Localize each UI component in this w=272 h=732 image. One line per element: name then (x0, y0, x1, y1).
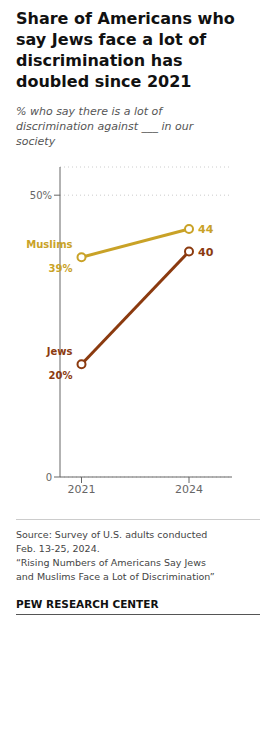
html-text:Source: Survey of U.S. adults: Source: Survey of U.S. adults conducted … (16, 529, 215, 582)
svg-text:2024: 2024 (175, 483, 203, 496)
svg-text:50%: 50% (30, 190, 52, 201)
svg-text:Jews: Jews (46, 346, 73, 357)
svg-text:2021: 2021 (68, 483, 96, 496)
html-text:PEW RESEARCH CENTER: PEW RESEARCH CENTER (16, 598, 159, 610)
svg-text:Muslims: Muslims (26, 239, 72, 250)
svg-text:44: 44 (198, 223, 214, 236)
svg-text:0: 0 (46, 472, 52, 483)
svg-text:20%: 20% (49, 370, 73, 381)
svg-text:40: 40 (198, 246, 214, 259)
svg-text:39%: 39% (49, 263, 73, 274)
html-text:% who say there is a lot of di: % who say there is a lot of discriminati… (16, 105, 194, 148)
html-text:Share of Americans who say Jew: Share of Americans who say Jews face a l… (16, 9, 235, 91)
